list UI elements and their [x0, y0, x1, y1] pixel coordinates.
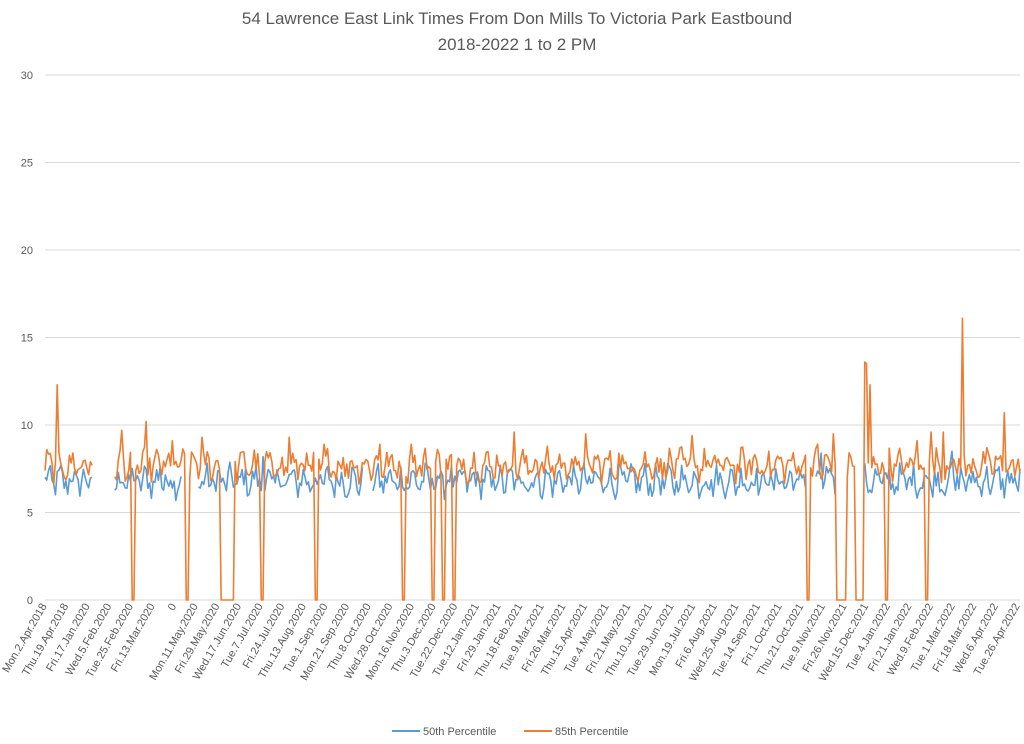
gridlines: [45, 74, 1020, 601]
series-line-85th-percentile: [44, 317, 1021, 601]
legend-label: 50th Percentile: [423, 726, 496, 738]
y-tick-label: 5: [27, 508, 33, 520]
x-tick-label: 0: [166, 602, 179, 613]
plot-series: [44, 317, 1021, 601]
chart-subtitle: 2018-2022 1 to 2 PM: [438, 35, 597, 54]
legend: 50th Percentile 85th Percentile: [392, 726, 628, 738]
y-tick-label: 30: [21, 70, 33, 82]
y-tick-label: 10: [21, 420, 33, 432]
chart-title: 54 Lawrence East Link Times From Don Mil…: [242, 9, 792, 28]
y-tick-label: 15: [21, 333, 33, 345]
y-tick-label: 0: [27, 595, 33, 607]
y-axis-ticks: 0 5 10 15 20 25 30: [21, 70, 33, 607]
series-line-50th-percentile: [44, 450, 1021, 502]
legend-label: 85th Percentile: [555, 726, 628, 738]
y-tick-label: 25: [21, 158, 33, 170]
y-tick-label: 20: [21, 245, 33, 257]
x-axis-ticks: Mon.2.Apr.2018Thu.19.Apr.2018Fri.17.Jan.…: [0, 601, 1022, 683]
